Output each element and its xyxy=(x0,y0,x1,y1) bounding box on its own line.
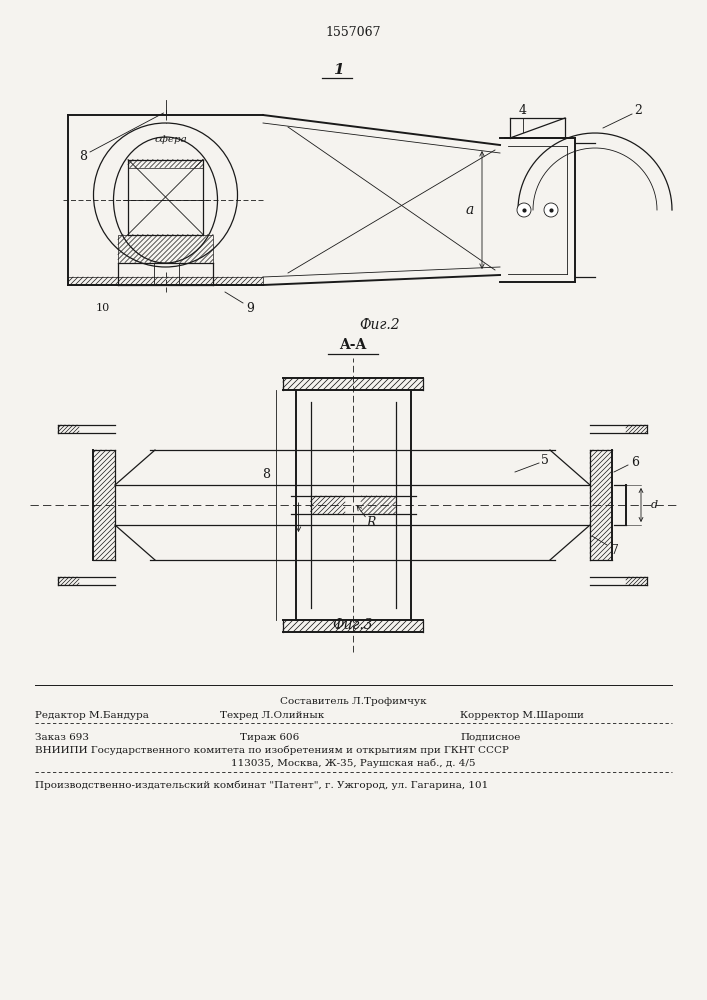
Text: 6: 6 xyxy=(631,456,639,468)
Text: 8: 8 xyxy=(79,150,87,163)
Text: Тираж 606: Тираж 606 xyxy=(240,732,299,742)
Text: Производственно-издательский комбинат "Патент", г. Ужгород, ул. Гагарина, 101: Производственно-издательский комбинат "П… xyxy=(35,780,489,790)
Text: 2: 2 xyxy=(634,104,642,116)
Text: Составитель Л.Трофимчук: Составитель Л.Трофимчук xyxy=(280,696,426,706)
Text: 4: 4 xyxy=(519,104,527,116)
Text: Корректор М.Шароши: Корректор М.Шароши xyxy=(460,710,584,720)
Text: 9: 9 xyxy=(246,302,254,314)
Text: 5: 5 xyxy=(541,454,549,466)
Text: Редактор М.Бандура: Редактор М.Бандура xyxy=(35,710,149,720)
Text: a: a xyxy=(466,203,474,217)
Text: 1557067: 1557067 xyxy=(325,26,381,39)
Text: Фиг.3: Фиг.3 xyxy=(333,618,373,632)
Text: ВНИИПИ Государственного комитета по изобретениям и открытиям при ГКНТ СССР: ВНИИПИ Государственного комитета по изоб… xyxy=(35,745,509,755)
Text: Техред Л.Олийнык: Техред Л.Олийнык xyxy=(220,710,325,720)
Circle shape xyxy=(517,203,531,217)
Text: сфера: сфера xyxy=(154,135,187,144)
Text: Заказ 693: Заказ 693 xyxy=(35,732,89,742)
Circle shape xyxy=(544,203,558,217)
Text: Фиг.2: Фиг.2 xyxy=(360,318,400,332)
Text: 8: 8 xyxy=(262,468,271,482)
Text: d: d xyxy=(651,500,658,510)
Text: Подписное: Подписное xyxy=(460,732,520,742)
Text: 10: 10 xyxy=(96,303,110,313)
Text: A-A: A-A xyxy=(339,338,367,352)
Text: 7: 7 xyxy=(611,544,619,556)
Text: 1: 1 xyxy=(333,63,344,77)
Text: R: R xyxy=(366,516,375,530)
Text: 113035, Москва, Ж-35, Раушская наб., д. 4/5: 113035, Москва, Ж-35, Раушская наб., д. … xyxy=(230,758,475,768)
